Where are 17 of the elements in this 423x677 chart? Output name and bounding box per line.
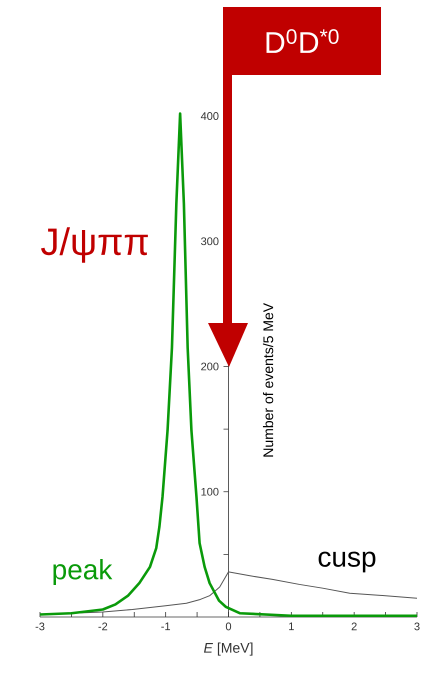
- x-tick-label: -2: [98, 622, 107, 630]
- x-tick-label: 1: [288, 622, 294, 630]
- text: D$^{0}$D$^{*0}$: [266, 29, 338, 53]
- x-tick-label: -1: [161, 622, 170, 630]
- x-tick-label: 0: [226, 622, 231, 630]
- series-label: cusp: [318, 552, 376, 572]
- x-tick-label: 2: [351, 622, 356, 630]
- y-tick-label: 100: [201, 488, 218, 496]
- y-tick-label: 400: [200, 112, 218, 120]
- x-axis-title: E [MeV]: [204, 642, 252, 656]
- y-tick-label: 200: [200, 362, 218, 370]
- y-axis-title: Number of events/5 MeV: [262, 302, 274, 457]
- x-tick-label: -3: [35, 622, 44, 630]
- annotation: J/ψππ: [40, 227, 148, 263]
- x-tick-label: 3: [414, 622, 420, 630]
- y-tick-label: 300: [200, 237, 218, 246]
- series-label: peak: [53, 558, 112, 586]
